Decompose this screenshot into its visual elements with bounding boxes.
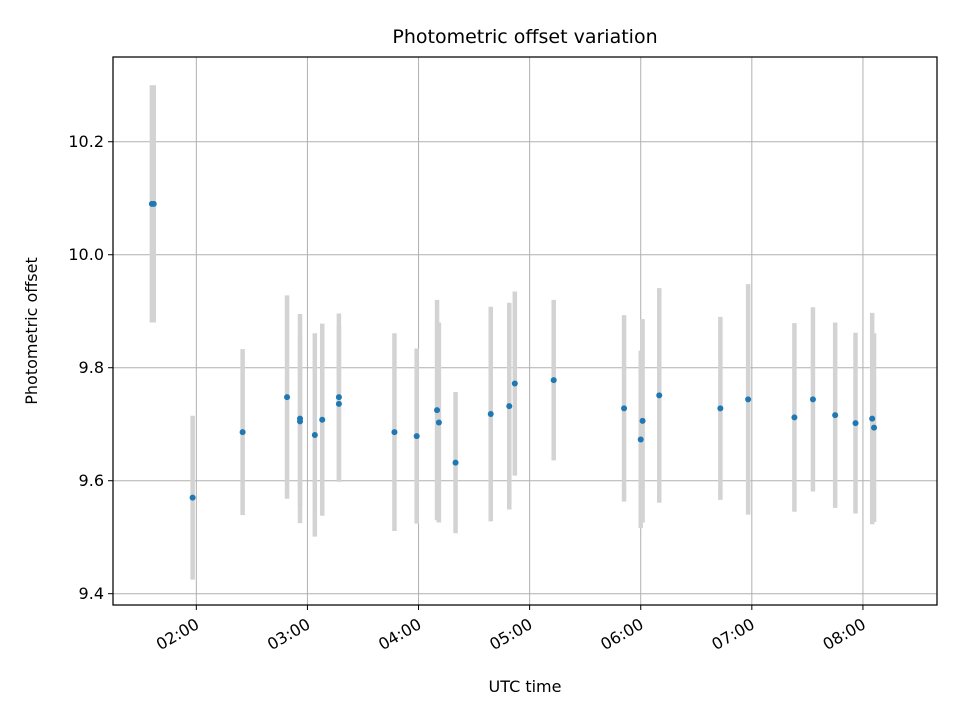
data-point [335, 400, 342, 407]
data-point [745, 396, 752, 403]
data-point [335, 394, 342, 401]
y-tick-label: 9.4 [79, 584, 104, 603]
y-axis-ticks: 9.4 9.6 9.8 10.0 10.2 [68, 132, 113, 603]
data-point [284, 394, 291, 401]
data-point [656, 392, 663, 399]
data-point [452, 459, 459, 466]
data-point [239, 429, 246, 436]
plot-frame [112, 56, 938, 606]
data-point [435, 419, 442, 426]
y-tick-label: 9.6 [79, 471, 104, 490]
y-tick-label: 9.8 [79, 358, 104, 377]
y-tick-label: 10.2 [68, 132, 104, 151]
data-point [511, 380, 518, 387]
data-point [413, 433, 420, 440]
y-tick-label: 10.0 [68, 245, 104, 264]
data-point [809, 396, 816, 403]
data-point [391, 429, 398, 436]
data-point [434, 407, 441, 414]
data-point [150, 200, 157, 207]
data-point [297, 418, 304, 425]
data-point [319, 416, 326, 423]
data-point [832, 412, 839, 419]
data-point [311, 431, 318, 438]
data-point [487, 411, 494, 418]
data-point [506, 403, 513, 410]
y-axis-label: Photometric offset [22, 257, 41, 405]
data-point [189, 494, 196, 501]
data-points [148, 200, 878, 501]
data-point [852, 420, 859, 427]
data-point [637, 436, 644, 443]
data-point [550, 377, 557, 384]
data-point [869, 415, 876, 422]
data-point [621, 405, 628, 412]
data-point [639, 417, 646, 424]
data-point [791, 414, 798, 421]
x-axis-label: UTC time [489, 677, 562, 696]
data-point [717, 405, 724, 412]
chart-title: Photometric offset variation [392, 26, 657, 48]
data-point [871, 424, 878, 431]
